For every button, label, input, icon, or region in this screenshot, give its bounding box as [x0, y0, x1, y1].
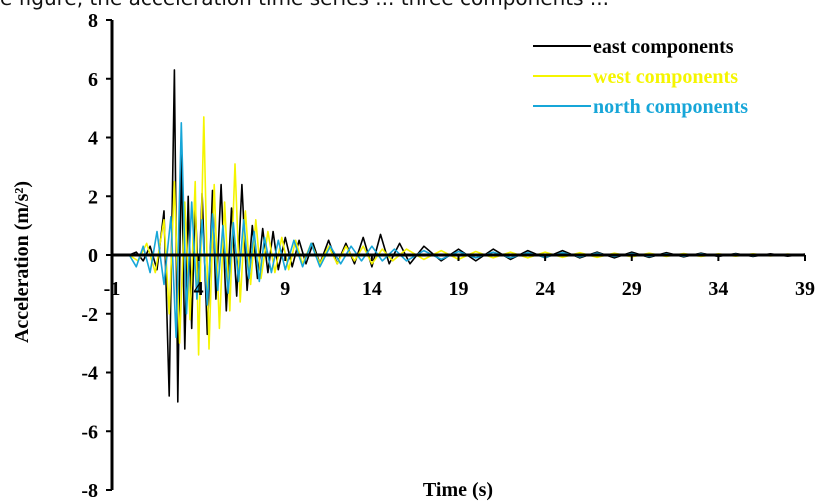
y-tick-label: 8 — [88, 10, 98, 32]
x-axis-title: Time (s) — [423, 479, 493, 501]
y-tick-label: 6 — [88, 69, 98, 91]
legend-label: north components — [593, 96, 748, 118]
x-tick-label: 14 — [362, 278, 382, 300]
x-tick-label: -1 — [104, 278, 121, 300]
caption-fragment: e figure, the acceleration time series .… — [0, 0, 819, 10]
legend-label: east components — [593, 36, 734, 58]
y-axis-title: Acceleration (m/s²) — [11, 181, 33, 343]
x-tick-label: 29 — [622, 278, 642, 300]
x-tick-label: 9 — [280, 278, 290, 300]
legend-label: west components — [593, 66, 738, 88]
x-tick-label: 24 — [535, 278, 555, 300]
y-tick-label: 4 — [88, 128, 98, 150]
y-tick-label: -8 — [81, 480, 98, 502]
y-tick-label: -2 — [81, 304, 98, 326]
y-tick-label: 2 — [88, 186, 98, 208]
series-line-east — [128, 69, 806, 403]
x-tick-label: 4 — [194, 278, 204, 300]
x-tick-label: 34 — [708, 278, 728, 300]
x-tick-label: 19 — [449, 278, 469, 300]
y-tick-label: -4 — [81, 363, 98, 385]
x-tick-label: 39 — [795, 278, 815, 300]
legend: east components west components north comp… — [533, 36, 748, 118]
y-tick-label: 0 — [88, 245, 98, 267]
series-layer — [128, 69, 806, 403]
y-tick-label: -6 — [81, 421, 98, 443]
